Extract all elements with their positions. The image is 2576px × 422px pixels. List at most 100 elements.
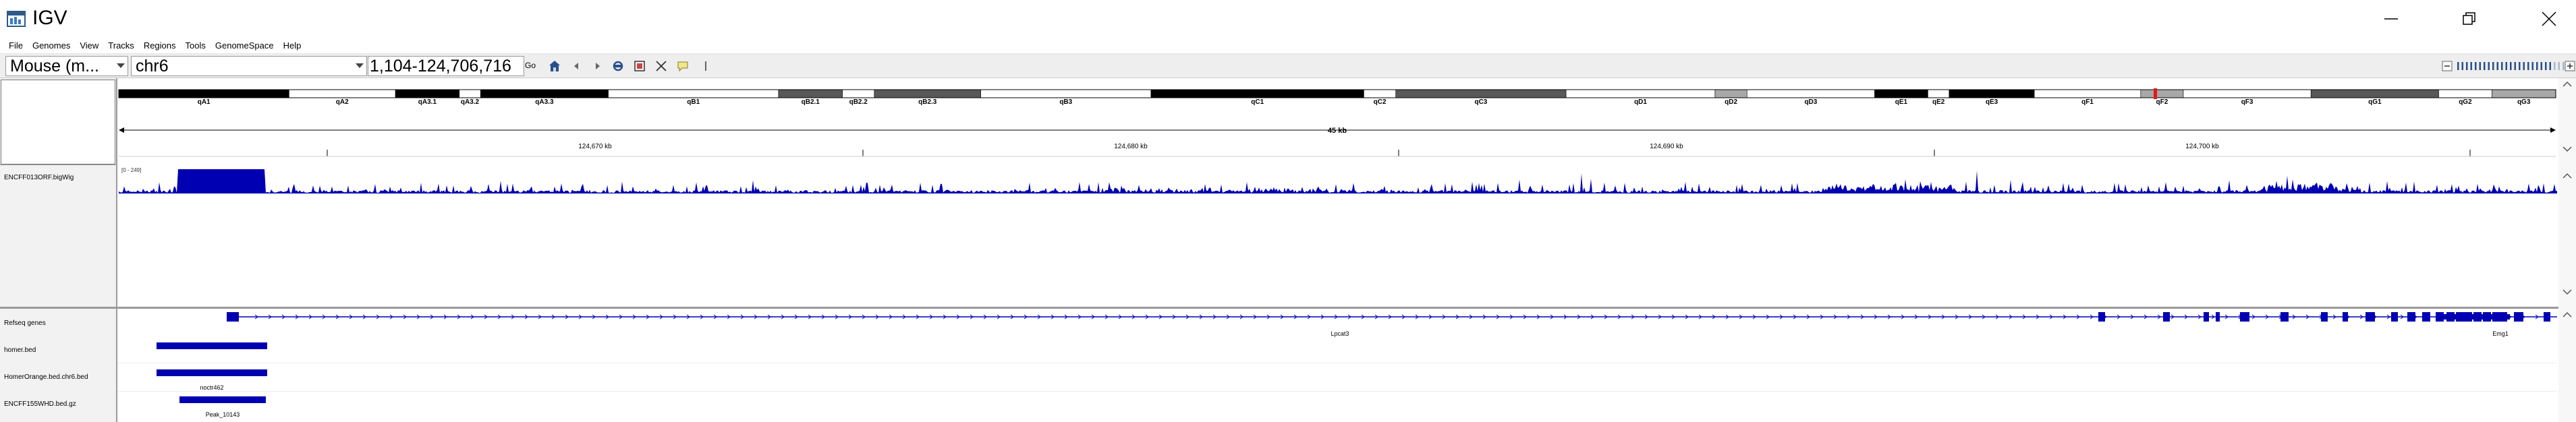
gene-strand-arrow [794,314,798,320]
refresh-button[interactable] [611,59,625,73]
gene-label-lpcat3[interactable]: Lpcat3 [1331,330,1349,337]
roi-button[interactable] [633,59,646,73]
ruler-tick-label: 124,700 kb [2185,143,2219,150]
ideogram-band-label: qB2.3 [918,98,937,106]
gene-utr [2436,314,2510,320]
zoom-tick [2492,62,2494,70]
gene-strand-arrow [781,314,785,320]
menu-genomes[interactable]: Genomes [32,40,71,51]
popup-info-button[interactable] [676,59,690,73]
scroll-down-icon[interactable] [2562,289,2573,295]
feature-label-peak[interactable]: Peak_10143 [205,411,240,418]
vertical-scrollbar[interactable] [2558,78,2576,422]
menu-view[interactable]: View [80,40,99,51]
zoom-tick [2540,62,2542,70]
panel-split-divider[interactable] [0,307,2576,309]
gene-label-emg1[interactable]: Emg1 [2492,330,2509,337]
track-name-homer-orange[interactable]: HomerOrange.bed.chr6.bed [4,373,88,381]
zoom-slider[interactable] [2438,59,2576,74]
name-panel-divider[interactable] [116,78,117,422]
gene-strand-arrow [821,314,825,320]
chromosome-ideogram[interactable] [118,88,2556,99]
track-name-bigwig[interactable]: ENCFF013ORF.bigWig [4,174,74,181]
menu-tools[interactable]: Tools [185,40,206,51]
close-icon [2542,11,2556,26]
data-panel[interactable] [117,78,2557,422]
ruler-button[interactable] [699,59,712,73]
menu-tracks[interactable]: Tracks [108,40,134,51]
track-name-homer[interactable]: homer.bed [4,346,36,354]
gene-strand-arrow [2184,314,2188,320]
bed-feature-tracks[interactable] [157,342,267,403]
menu-bar: File Genomes View Tracks Regions Tools G… [0,38,2576,54]
restore-button[interactable] [2449,5,2490,32]
zoom-tick [2461,62,2463,70]
gene-strand-arrow [1226,314,1230,320]
back-button[interactable] [569,59,583,73]
zoom-tick [2496,62,2498,70]
ideogram-band-label: qA3.1 [418,98,437,106]
ideogram-band-label: qG3 [2517,98,2531,106]
gene-strand-arrow [875,314,879,320]
scroll-up-icon[interactable] [2562,81,2573,88]
ideogram-band [2438,89,2492,98]
gene-strand-arrow [1563,314,1567,320]
gene-strand-arrow [2359,314,2363,320]
scroll-up-icon[interactable] [2562,173,2573,179]
gene-strand-arrow [1374,314,1378,320]
gene-strand-arrow [2265,314,2269,320]
ruler-icon [705,61,706,71]
menu-genomespace[interactable]: GenomeSpace [215,40,274,51]
forward-button[interactable] [591,59,605,73]
ideogram-band-label: qA2 [335,98,349,106]
gene-strand-arrow [1455,314,1459,320]
track-name-encff[interactable]: ENCFF155WHD.bed.gz [4,400,76,408]
refseq-gene-track[interactable] [227,312,2557,322]
ruler-span-label: 45 kb [1327,127,1347,135]
gene-strand-arrow [646,314,650,320]
gene-strand-arrow [1739,314,1743,320]
gene-strand-arrow [1415,314,1419,320]
ruler-tick-label: 124,680 kb [1114,143,1148,150]
genome-dropdown[interactable]: Mouse (m... [5,56,128,76]
ideogram-band-label: qF2 [2156,98,2168,106]
gene-strand-arrow [1482,314,1486,320]
gene-strand-arrow [484,314,488,320]
zoom-tick [2527,62,2529,70]
window-title: IGV [32,7,67,29]
resize-button[interactable] [654,59,668,73]
refresh-icon [613,61,623,71]
gene-strand-arrow [1104,314,1109,320]
menu-regions[interactable]: Regions [143,40,176,51]
bigwig-signal-track[interactable] [119,169,2557,193]
scroll-down-icon[interactable] [2562,146,2573,152]
zoom-tick [2545,62,2547,70]
menu-help[interactable]: Help [283,40,302,51]
gene-strand-arrow [578,314,582,320]
close-button[interactable] [2529,5,2569,32]
home-button[interactable] [548,59,561,73]
gene-strand-arrow [470,314,474,320]
gene-exon [2343,312,2348,322]
gene-strand-arrow [2224,314,2229,320]
gene-strand-arrow [700,314,704,320]
zoom-tick [2510,62,2512,70]
chromosome-dropdown[interactable]: chr6 [131,56,367,76]
go-button[interactable]: Go [525,61,536,70]
ideogram-band-label: qB2.2 [849,98,868,106]
gene-strand-arrow [1131,314,1136,320]
track-name-refseq[interactable]: Refseq genes [4,320,46,327]
ideogram-band [1565,89,1716,98]
gene-strand-arrow [808,314,812,320]
gene-strand-arrow [1118,314,1122,320]
gene-strand-arrow [2063,314,2067,320]
scroll-up-icon[interactable] [2562,311,2573,318]
gene-strand-arrow [1874,314,1878,320]
menu-file[interactable]: File [9,40,23,51]
minimize-button[interactable] [2371,5,2411,32]
locus-input[interactable]: 1,104-124,706,716 [368,56,524,76]
gene-strand-arrow [943,314,947,320]
feature-label-noctr462[interactable]: noctr462 [200,384,224,391]
